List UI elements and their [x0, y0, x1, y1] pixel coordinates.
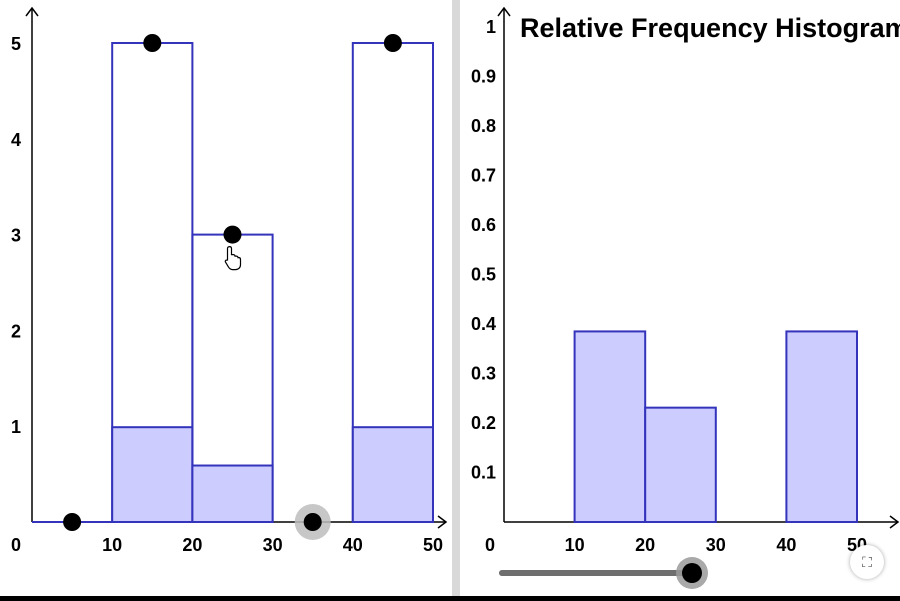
- relative-frequency-panel: 0 10 20 30 40 50 0.1 0.2 0.3 0.4 0.5 0.6 0.7 0.8 0.9 1 R…: [460, 0, 900, 596]
- x-tick-label: 30: [263, 535, 283, 555]
- slider-handle[interactable]: [303, 513, 322, 531]
- y-axis-arrow: [25, 6, 39, 17]
- x-tick-label: 20: [635, 535, 655, 555]
- expand-icon[interactable]: ⛶: [850, 545, 884, 579]
- relative-frequency-bar: [644, 406, 717, 523]
- x-tick-label: 10: [102, 535, 122, 555]
- y-tick-label: 0.7: [471, 166, 496, 186]
- x-tick-label: 0: [11, 535, 21, 555]
- y-tick-label: 2: [11, 321, 21, 341]
- draggable-point[interactable]: [143, 34, 162, 52]
- y-tick-label: 0.1: [471, 463, 496, 483]
- y-tick-label: 0.5: [471, 265, 496, 285]
- y-tick-label: 3: [11, 226, 21, 246]
- frequency-graph-panel[interactable]: 0 10 20 30 40 50 1 2 3 4 5: [0, 0, 452, 596]
- relative-frequency-preview-bar: [351, 426, 434, 524]
- draggable-point[interactable]: [63, 513, 82, 531]
- y-tick-label: 5: [11, 34, 21, 54]
- x-axis-arrow: [889, 515, 900, 529]
- hand-pointer-icon: [224, 246, 242, 271]
- x-tick-label: 0: [485, 535, 495, 555]
- x-tick-label: 40: [776, 535, 796, 555]
- y-axis-arrow: [497, 6, 511, 17]
- y-tick-label: 0.2: [471, 413, 496, 433]
- y-tick-label: 0.8: [471, 116, 496, 136]
- y-tick-label: 0.3: [471, 364, 496, 384]
- draggable-point[interactable]: [383, 34, 402, 52]
- y-tick-label: 0.4: [471, 314, 496, 334]
- x-tick-label: 50: [423, 535, 443, 555]
- frequency-histogram[interactable]: 0 10 20 30 40 50 1 2 3 4 5: [0, 0, 452, 596]
- relative-frequency-bar: [573, 330, 647, 523]
- relative-frequency-preview-bar: [191, 464, 274, 523]
- x-tick-label: 20: [182, 535, 202, 555]
- relative-frequency-preview-bar: [111, 426, 194, 524]
- y-tick-label: 0.9: [471, 67, 496, 87]
- bottom-border: [0, 596, 900, 600]
- x-tick-label: 40: [343, 535, 363, 555]
- y-tick-label: 0.6: [471, 215, 496, 235]
- chart-title: Relative Frequency Histogram: [520, 13, 900, 43]
- y-tick-label: 1: [486, 17, 496, 37]
- relative-frequency-bar: [785, 330, 858, 523]
- relative-frequency-chart: 0 10 20 30 40 500.10.20.30.40.50.60.70.80.91 R…: [471, 6, 900, 589]
- panel-divider[interactable]: [452, 0, 460, 600]
- slider-handle[interactable]: [682, 563, 702, 583]
- x-axis-arrow: [437, 515, 448, 529]
- y-tick-label: 4: [11, 130, 21, 150]
- x-tick-label: 30: [706, 535, 726, 555]
- y-tick-label: 1: [11, 417, 21, 437]
- draggable-point[interactable]: [223, 225, 242, 244]
- x-tick-label: 10: [565, 535, 585, 555]
